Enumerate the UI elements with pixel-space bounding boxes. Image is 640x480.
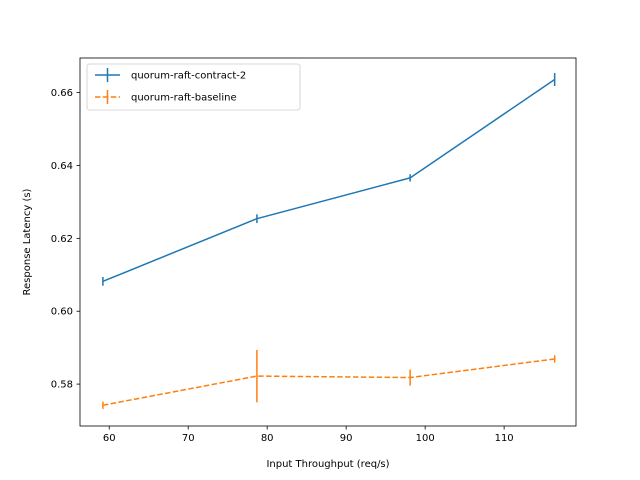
y-tick-label: 0.58: [51, 380, 73, 391]
x-tick-label: 70: [182, 433, 195, 444]
legend-label: quorum-raft-contract-2: [131, 71, 246, 82]
series-1: [102, 72, 556, 286]
series-line-1: [102, 78, 556, 283]
legend-entry-1: quorum-raft-contract-2: [95, 68, 246, 82]
y-tick-label: 0.64: [51, 161, 73, 172]
legend-entry-2: quorum-raft-baseline: [95, 90, 237, 104]
y-tick-label: 0.62: [51, 234, 73, 245]
x-axis-label: Input Throughput (req/s): [266, 459, 389, 470]
legend-label: quorum-raft-baseline: [131, 93, 237, 104]
y-tick-label: 0.66: [51, 88, 73, 99]
plot-area: [102, 72, 556, 409]
y-tick-label: 0.60: [51, 307, 73, 318]
plot-frame: [79, 57, 577, 427]
x-tick-label: 110: [495, 433, 514, 444]
series-line-2: [102, 358, 555, 406]
y-axis-label: Response Latency (s): [22, 188, 33, 295]
legend-box: [86, 63, 301, 111]
x-tick-label: 80: [261, 433, 274, 444]
x-tick-label: 60: [103, 433, 116, 444]
x-tick-label: 100: [416, 433, 435, 444]
series-2: [102, 349, 556, 409]
axes: 60 70 80 90 100 110 0.58 0.60 0.62 0.64 0.66: [51, 57, 577, 444]
legend: quorum-raft-contract-2 quorum-raft-baseli…: [86, 63, 301, 111]
x-tick-label: 90: [340, 433, 353, 444]
